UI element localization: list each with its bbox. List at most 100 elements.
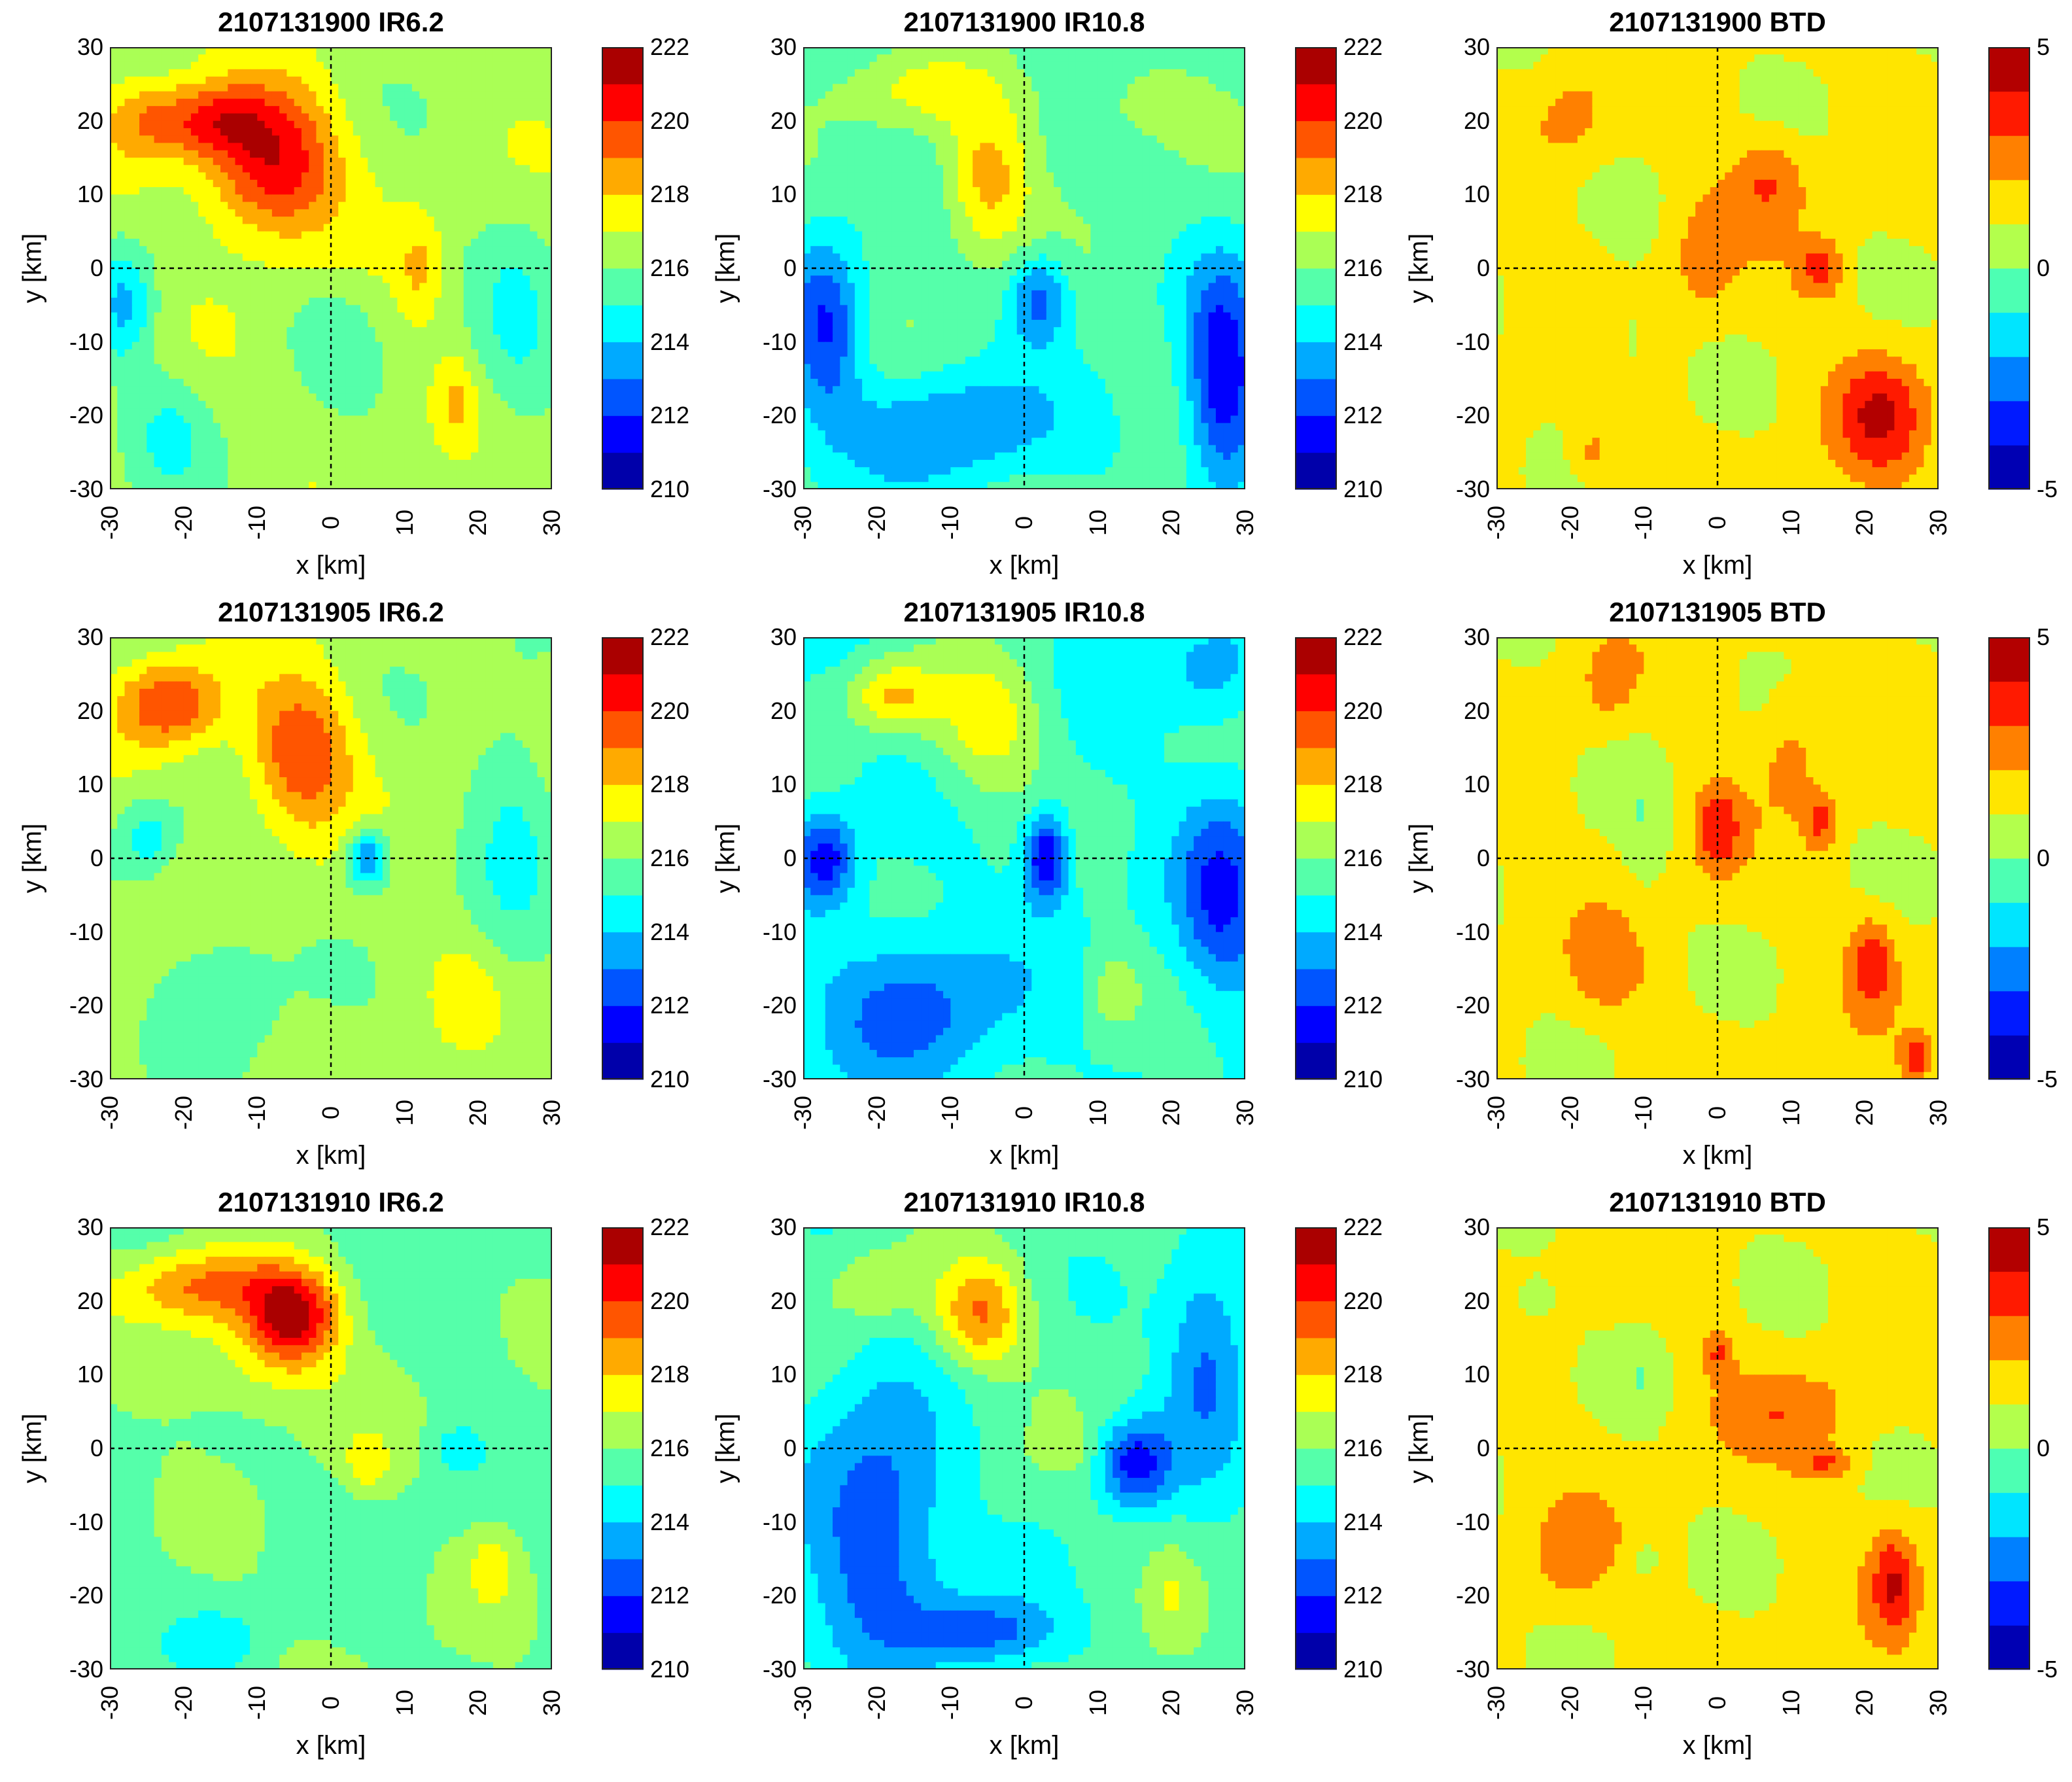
contour-cell [110,77,118,84]
contour-cell [906,201,914,210]
contour-cell [980,84,988,92]
contour-cell [353,312,361,321]
contour-cell [965,113,973,122]
contour-cell [1090,84,1099,92]
contour-cell [1061,106,1069,114]
contour-cell [847,150,855,158]
contour-cell [117,201,126,210]
contour-cell [530,158,538,166]
contour-cell [1230,54,1239,63]
contour-cell [833,209,840,217]
contour-cell [965,91,973,99]
contour-cell [205,415,214,424]
contour-cell [441,357,449,365]
contour-cell [891,61,900,70]
contour-cell [124,260,133,269]
contour-cell [176,120,184,129]
contour-cell [994,179,1003,188]
contour-cell [286,379,295,387]
contour-cell [1002,150,1010,158]
contour-cell [183,106,192,114]
contour-cell [441,246,449,254]
contour-cell [928,187,937,195]
contour-cell [169,283,177,291]
contour-cell [441,275,449,284]
contour-cell [1230,91,1239,99]
contour-cell [463,474,472,483]
contour-cell [228,253,236,262]
contour-cell [331,283,339,291]
contour-cell [264,246,273,254]
contour-cell [862,113,870,122]
contour-cell [360,135,368,144]
contour-cell [854,91,863,99]
contour-cell [1186,98,1194,107]
contour-cell [161,165,169,173]
contour-cell [876,47,885,55]
contour-cell [345,393,354,402]
contour-cell [353,319,361,328]
contour-cell [345,275,354,284]
contour-cell [250,69,258,77]
contour-cell [264,158,273,166]
contour-cell [353,69,361,77]
contour-cell [1061,179,1069,188]
contour-cell [899,84,907,92]
contour-cell [316,452,324,461]
contour-cell [1171,106,1180,114]
contour-cell [537,327,545,335]
contour-cell [404,224,413,232]
contour-cell [375,172,383,181]
contour-cell [279,379,287,387]
contour-cell [205,253,214,262]
contour-cell [154,77,162,84]
contour-cell [124,481,133,489]
contour-cell [309,445,317,453]
contour-cell [257,438,266,446]
contour-cell [530,238,538,247]
contour-cell [426,393,435,402]
contour-cell [250,327,258,335]
contour-cell [515,120,523,129]
contour-cell [338,238,347,247]
contour-cell [147,69,155,77]
contour-cell [375,386,383,394]
contour-cell [1186,47,1194,55]
contour-cell [131,275,140,284]
contour-cell [847,69,855,77]
contour-cell [449,275,457,284]
contour-cell [190,135,199,144]
contour-cell [973,61,980,70]
contour-cell [404,260,413,269]
contour-cell [124,268,133,276]
contour-cell [124,106,133,114]
contour-cell [271,349,280,357]
contour-cell [1105,165,1113,173]
contour-cell [884,209,892,217]
contour-cell [1039,201,1047,210]
contour-cell [161,357,169,365]
contour-cell [522,357,530,365]
contour-cell [994,209,1003,217]
contour-cell [117,120,126,129]
contour-cell [508,98,516,107]
contour-cell [899,172,907,181]
x-axis-label: x [km] [296,551,366,580]
contour-cell [508,445,516,453]
contour-cell [131,452,140,461]
contour-cell [935,143,944,151]
contour-cell [205,393,214,402]
contour-cell [264,253,273,262]
contour-cell [368,217,376,224]
contour-cell [530,77,538,84]
contour-cell [147,341,155,350]
contour-cell [426,120,435,129]
contour-cell [419,290,428,298]
contour-cell [1127,77,1135,84]
contour-cell [198,305,207,313]
contour-cell [869,135,878,144]
contour-cell [434,481,442,489]
contour-cell [434,423,442,431]
contour-cell [818,201,826,210]
contour-cell [419,238,428,247]
